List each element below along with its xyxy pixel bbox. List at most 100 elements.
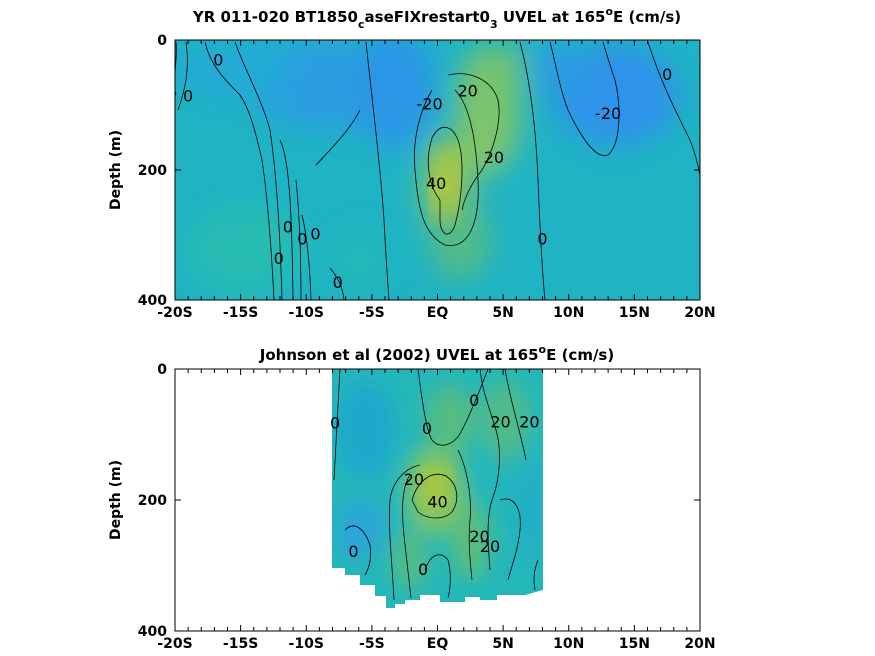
westward-flow-patch [335,380,395,480]
contour-line [647,41,700,176]
contour-line [479,369,500,571]
contour-line [504,369,527,461]
x-tick-label: 20N [684,636,715,652]
contour-line [365,41,390,300]
x-tick-label: 5N [492,636,513,652]
contour-line [414,89,479,246]
westward-flow-patch [515,460,543,560]
observation-x-tick-labels: -20S -15S -10S -5S EQ 5N 10N 15N 20N [157,636,715,652]
eastward-flow-patch [480,380,530,460]
contour-label: 0 [348,542,358,561]
model-x-tick-labels: -20S -15S -10S -5S EQ 5N 10N 15N 20N [157,305,715,321]
x-tick-label: 15N [619,636,650,652]
contour-label: 40 [426,174,446,193]
title-top-tail2: E (cm/s) [613,8,681,26]
eastward-flow-patch [185,205,305,295]
observation-velocity-field [332,369,543,608]
contour-label: 20 [404,470,424,489]
title-top-sub1: c [358,18,365,31]
core-speed-patch [419,466,451,510]
model-tick-marks [174,39,701,301]
contour-line [427,126,463,235]
contour-label: 0 [213,51,223,70]
title-top-main: YR 011-020 BT1850 [192,8,358,26]
x-tick-label: 5N [492,305,513,321]
x-tick-label: 10N [553,636,584,652]
model-panel-title: YR 011-020 BT1850caseFIXrestart03 UVEL a… [192,5,681,31]
contour-line [301,214,312,300]
contour-label: 0 [310,225,320,244]
observation-tick-marks [174,368,701,632]
contour-line [457,449,473,581]
x-tick-label: -15S [223,636,258,652]
model-y-tick-labels: 0 200 400 [138,33,167,309]
contour-line [389,464,421,601]
y-tick-label: 200 [138,163,167,179]
contour-label: 0 [183,86,193,105]
title-bot-main: Johnson et al (2002) UVEL at 165 [259,346,539,364]
model-panel: YR 011-020 BT1850caseFIXrestart03 UVEL a… [108,5,716,321]
contour-line [533,559,539,591]
x-tick-label: -15S [223,305,258,321]
x-tick-label: -5S [359,636,385,652]
eastward-flow-patch [425,385,475,455]
contour-label: 0 [283,218,293,237]
eastward-flow-patch [392,530,428,590]
x-tick-label: -5S [359,305,385,321]
y-tick-label: 400 [138,293,167,309]
westward-flow-patch [530,45,590,95]
contour-label: -20 [595,104,621,123]
contour-line [177,41,188,111]
x-tick-label: 20N [684,305,715,321]
x-tick-label: 15N [619,305,650,321]
y-tick-label: 0 [157,362,167,378]
title-bot-sup: o [539,343,547,356]
title-top-sup: o [605,5,613,18]
contour-line [402,474,412,599]
contour-line [447,73,500,211]
title-bot-tail: E (cm/s) [546,346,614,364]
contour-line [279,139,294,300]
contour-label: 0 [274,249,284,268]
contour-line [417,369,489,446]
contour-label: 20 [469,527,489,546]
y-tick-label: 200 [138,493,167,509]
x-tick-label: EQ [427,636,449,652]
contour-line [344,525,371,576]
contour-label: -20 [417,95,443,114]
contour-label: 0 [662,65,672,84]
eastward-flow-patch [330,225,390,295]
contour-line [204,41,275,300]
x-tick-label: 10N [553,305,584,321]
contour-label: 20 [458,82,478,101]
contour-line [295,179,302,300]
x-tick-label: -10S [289,305,324,321]
contour-label: 20 [519,412,539,431]
y-tick-label: 0 [157,33,167,49]
contour-line [411,474,458,519]
westward-flow-patch [180,40,290,100]
contour-label: 40 [427,492,447,511]
title-top-sub2: 3 [490,18,498,31]
contour-line [329,267,345,300]
core-speed-patch [431,150,459,220]
westward-flow-patch [335,500,385,560]
eastward-flow-patch [450,500,490,580]
model-velocity-field [175,40,700,300]
contour-label: 0 [330,414,340,433]
title-top-mid: aseFIXrestart0 [365,8,490,26]
contour-line [424,554,451,599]
contour-label: 0 [333,273,343,292]
contour-label: 20 [484,148,504,167]
contour-line [549,41,620,156]
contour-label: 0 [422,419,432,438]
y-tick-label: 400 [138,624,167,640]
contour-line [333,369,341,481]
contour-line [234,41,283,300]
contour-label: 0 [297,229,307,248]
x-tick-label: -10S [289,636,324,652]
x-tick-label: EQ [427,305,449,321]
